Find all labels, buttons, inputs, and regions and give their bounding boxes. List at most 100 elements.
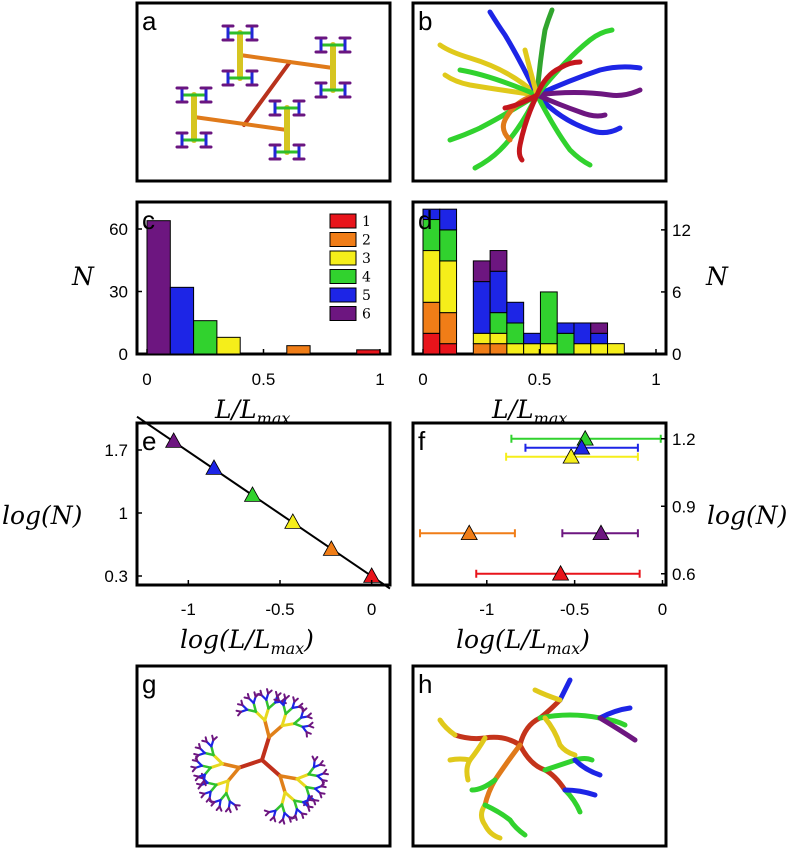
panel-d-xlabel-sub: max <box>534 409 568 428</box>
panel-e-axes: -1 -0.5 0 0.3 1 1.7 <box>104 441 376 619</box>
panel-d-bar-segment <box>439 343 458 355</box>
panel-d-xlabel-main: L/L <box>491 395 534 424</box>
panel-d-bar-segment <box>556 332 575 355</box>
panel-a-frame <box>135 1 392 183</box>
panel-d-xtick-label: 0.5 <box>528 370 552 389</box>
panel-c-axes: 0 0.5 1 0 30 60 <box>109 220 385 389</box>
panel-f: f -1 -0.5 0 0.6 0.9 1.2 <box>411 421 696 619</box>
panel-e-xtick-label: 0 <box>367 600 376 619</box>
panel-d-bar-segment <box>573 343 592 355</box>
panel-e-xlabel-end: ) <box>303 625 314 654</box>
panel-e-xlabel-main: log(L/L <box>180 625 270 654</box>
panel-b: b <box>411 1 668 183</box>
panel-d-bar-segment <box>523 332 541 345</box>
panel-e-xtick-label: -1 <box>181 600 196 619</box>
panel-g-letter: g <box>142 669 156 699</box>
panel-d-bar-segment <box>523 343 541 355</box>
panel-e-ytick-label: 0.3 <box>104 567 128 586</box>
panel-a: a <box>135 1 392 183</box>
panel-f-frame <box>411 421 668 587</box>
panel-d-bars <box>422 208 625 355</box>
panel-d-bar-segment <box>472 260 491 283</box>
panel-d-bar-segment <box>439 229 458 262</box>
panel-h: h <box>411 664 668 848</box>
panel-c-legend-swatch <box>329 306 357 321</box>
panel-c-legend-label: 5 <box>362 288 371 304</box>
panel-d-bar-segment <box>590 322 609 334</box>
axis-labels: N N L/Lmax L/Lmax log(N) log(N) log(L/Lm… <box>2 262 787 658</box>
panel-e-frame <box>135 421 392 587</box>
svg-text:L/Lmax: L/Lmax <box>214 395 290 428</box>
panel-h-frame <box>411 664 668 848</box>
panel-d-ytick-label: 12 <box>672 221 691 240</box>
panel-c-bar <box>146 220 171 355</box>
panel-c-legend-swatch <box>329 287 357 303</box>
panel-c-ylabel: N <box>71 262 95 291</box>
panel-f-letter: f <box>418 426 426 456</box>
panel-f-ylabel: log(N) <box>707 501 787 530</box>
panel-d-bar-segment <box>556 322 575 334</box>
panel-d-bar-segment <box>422 332 441 355</box>
panel-f-ytick-label: 0.6 <box>672 565 696 584</box>
panel-c-ytick-label: 0 <box>119 345 128 364</box>
panel-c: c 1 2 3 4 5 6 0 0.5 1 0 30 60 <box>109 200 392 389</box>
panel-d-bar-segment <box>607 343 625 355</box>
panel-e-point <box>243 486 262 502</box>
panel-d-letter: d <box>418 205 432 235</box>
panel-c-legend-label: 2 <box>362 233 371 249</box>
panel-d-bar-segment <box>439 208 458 231</box>
panel-d-ylabel: N <box>705 262 729 291</box>
panel-c-xlabel-sub: max <box>257 409 291 428</box>
panel-c-legend-swatch <box>329 250 357 266</box>
panel-d-xlabel: L/Lmax <box>491 395 567 428</box>
panel-a-letter: a <box>142 6 157 36</box>
panel-g: g <box>135 664 392 848</box>
panel-c-bar <box>216 336 241 355</box>
panel-e-point <box>322 540 341 556</box>
panel-d-bar-segment <box>472 332 491 345</box>
panel-e-point <box>164 432 183 448</box>
panel-f-point <box>460 524 478 541</box>
panel-h-network <box>437 677 638 841</box>
panel-d-bar-segment <box>439 260 458 314</box>
panel-f-point <box>592 524 610 541</box>
panel-c-bar <box>286 345 311 355</box>
panel-c-xlabel: L/Lmax <box>214 395 290 428</box>
panel-c-ytick-label: 60 <box>109 220 128 239</box>
panel-e-point <box>284 513 302 529</box>
panel-c-bar <box>356 349 381 355</box>
panel-c-xtick-label: 1 <box>375 370 384 389</box>
panel-b-network <box>437 7 643 171</box>
panel-e-point <box>205 459 223 475</box>
panel-h-letter: h <box>418 669 432 699</box>
panel-d-bar-segment <box>506 322 525 345</box>
panel-d-bar-segment <box>489 270 508 314</box>
panel-c-xtick-label: 0.5 <box>252 370 276 389</box>
panel-e-ytick-label: 1 <box>119 504 128 523</box>
panel-f-ytick-label: 1.2 <box>672 430 696 449</box>
panel-c-bar <box>193 320 218 355</box>
panel-e-xlabel-sub: max <box>270 639 304 658</box>
panel-f-xlabel-main: log(L/L <box>456 625 546 654</box>
panel-d-bar-segment <box>489 343 508 355</box>
panel-d-ytick-label: 6 <box>672 283 681 302</box>
panel-f-xtick-label: -0.5 <box>560 600 589 619</box>
panel-c-legend-label: 3 <box>362 251 371 267</box>
panel-f-point <box>551 564 570 581</box>
panel-c-ytick-label: 30 <box>109 283 128 302</box>
panel-e-plot <box>136 415 391 590</box>
panel-d-bar-segment <box>489 312 508 334</box>
panel-e-ylabel: log(N) <box>2 501 82 530</box>
panel-f-xtick-label: -1 <box>479 600 494 619</box>
panel-c-xtick-label: 0 <box>142 370 151 389</box>
panel-c-legend: 1 2 3 4 5 6 <box>329 213 371 323</box>
panel-d-bar-segment <box>489 332 508 345</box>
panel-g-network <box>190 688 329 825</box>
panel-d-bar-segment <box>590 343 609 355</box>
panel-d-bar-segment <box>506 343 525 355</box>
panel-e-xlabel: log(L/Lmax) <box>180 625 314 658</box>
panel-d-bar-segment <box>573 322 592 345</box>
